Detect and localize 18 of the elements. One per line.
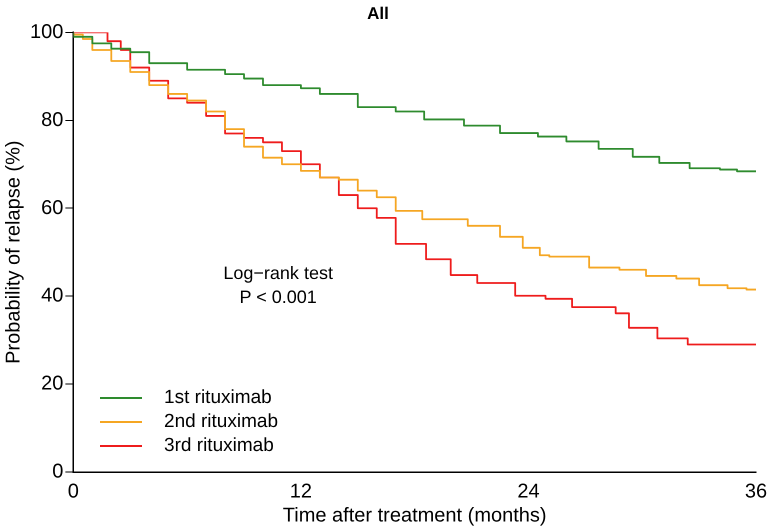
annotation: Log−rank test (223, 263, 333, 284)
legend-label: 3rd rituximab (164, 435, 274, 457)
annotation: P < 0.001 (240, 287, 317, 308)
y-tick-label: 20 (41, 372, 64, 395)
x-tick-label: 0 (68, 480, 79, 503)
legend-label: 1st rituximab (164, 387, 272, 409)
legend-label: 2nd rituximab (164, 411, 278, 433)
y-tick-label: 100 (30, 20, 64, 43)
y-tick-label: 80 (41, 108, 64, 131)
x-axis-title: Time after treatment (months) (282, 504, 547, 527)
y-tick-label: 0 (52, 460, 64, 483)
x-tick-label: 36 (744, 480, 768, 503)
x-tick-label: 12 (290, 480, 312, 503)
chart-title: All (367, 4, 389, 23)
y-tick-label: 60 (41, 196, 64, 219)
y-tick-label: 40 (41, 284, 64, 307)
x-tick-label: 24 (517, 480, 540, 503)
y-axis-title: Probability of relapse (%) (2, 140, 25, 364)
